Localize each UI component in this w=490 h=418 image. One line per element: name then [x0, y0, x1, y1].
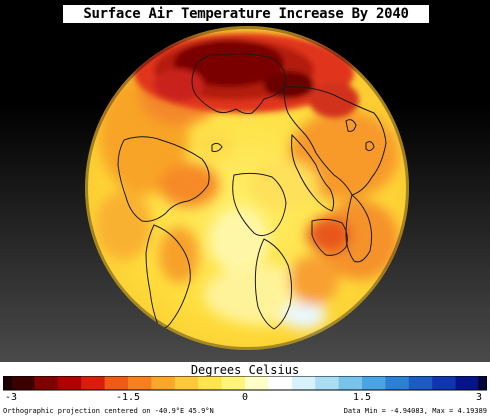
- colorbar-swatch: [174, 376, 199, 390]
- colorbar-swatch: [385, 376, 410, 390]
- colorbar-swatch: [81, 376, 106, 390]
- colorbar-cap-high: [478, 376, 487, 391]
- colorbar-swatch: [221, 376, 246, 390]
- colorbar-cap-low: [3, 376, 12, 391]
- colorbar-tick: 0: [241, 392, 249, 403]
- colorbar-swatch: [268, 376, 293, 390]
- colorbar-swatch: [455, 376, 480, 390]
- colorbar: [3, 376, 487, 391]
- colorbar-swatch: [57, 376, 82, 390]
- colorbar-swatch: [315, 376, 340, 390]
- colorbar-swatch: [408, 376, 433, 390]
- arctic-hotspot: [134, 33, 359, 118]
- colorbar-swatch: [291, 376, 316, 390]
- legend-title: Degrees Celsius: [190, 363, 300, 377]
- colorbar-tick: -1.5: [115, 392, 141, 403]
- colorbar-tick: 1.5: [352, 392, 372, 403]
- colorbar-tick: -3: [4, 392, 18, 403]
- globe-map: [85, 26, 409, 350]
- colorbar-swatch: [34, 376, 59, 390]
- colorbar-swatch: [362, 376, 386, 390]
- projection-note: Orthographic projection centered on -40.…: [3, 407, 214, 415]
- colorbar-swatch: [338, 376, 363, 390]
- legend-panel: Degrees Celsius -3 -1.5 0 1.5 3 Orthogra…: [0, 362, 490, 418]
- colorbar-swatch: [11, 376, 35, 390]
- colorbar-swatch: [128, 376, 152, 390]
- colorbar-swatch: [104, 376, 129, 390]
- map-title: Surface Air Temperature Increase By 2040: [62, 4, 430, 24]
- colorbar-tick: 3: [475, 392, 483, 403]
- data-range-note: Data Min = -4.94083, Max = 4.19389: [343, 407, 487, 415]
- colorbar-swatch: [198, 376, 223, 390]
- colorbar-swatch: [432, 376, 457, 390]
- colorbar-swatch: [151, 376, 176, 390]
- colorbar-swatch: [245, 376, 269, 390]
